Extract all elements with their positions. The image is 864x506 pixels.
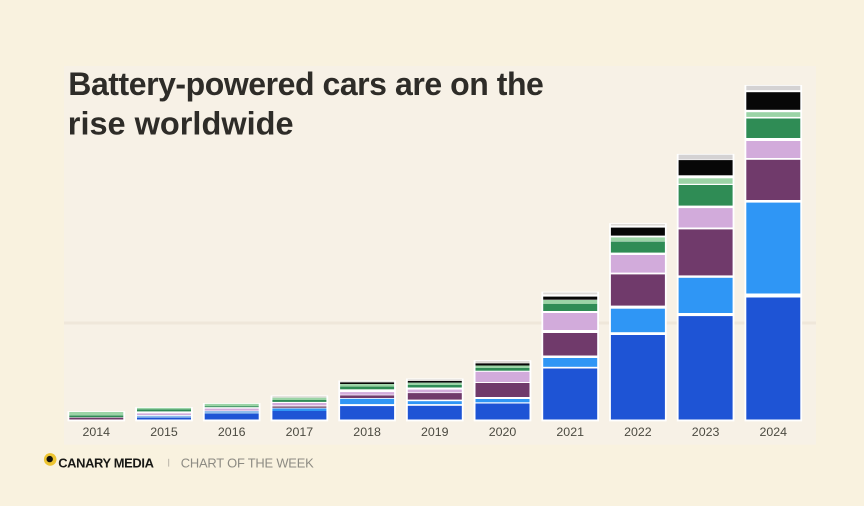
svg-text:2014: 2014 [83,425,111,439]
svg-text:Battery-powered cars are on th: Battery-powered cars are on the [68,66,543,102]
svg-text:2019: 2019 [421,425,449,439]
svg-text:2015: 2015 [150,425,178,439]
svg-text:2017: 2017 [286,425,314,439]
svg-text:2023: 2023 [692,425,720,439]
svg-text:2022: 2022 [624,425,652,439]
svg-text:2020: 2020 [489,425,517,439]
svg-text:2016: 2016 [218,425,246,439]
svg-text:rise worldwide: rise worldwide [68,106,294,142]
svg-text:2021: 2021 [556,425,584,439]
svg-text:2024: 2024 [760,425,788,439]
svg-text:CHART OF THE WEEK: CHART OF THE WEEK [181,455,314,470]
svg-text:2018: 2018 [353,425,381,439]
svg-text:CANARY MEDIA: CANARY MEDIA [58,455,153,470]
